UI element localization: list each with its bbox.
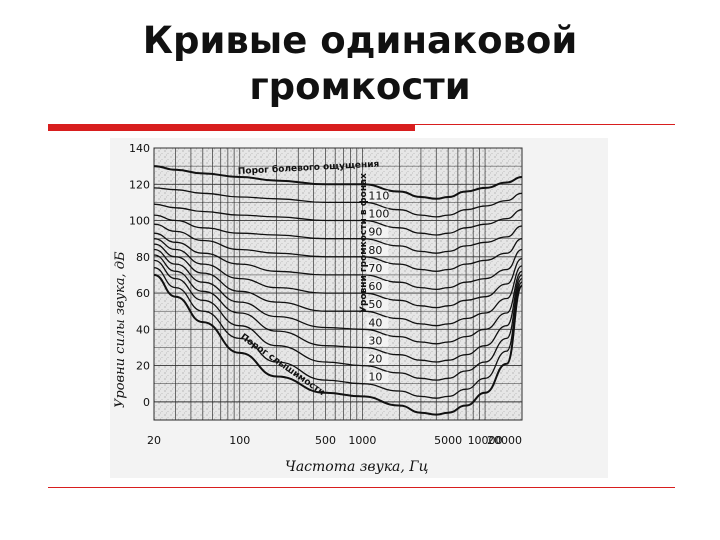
x-tick-label: 500 bbox=[315, 434, 336, 447]
loudness-curve bbox=[153, 248, 523, 345]
phon-label: 70 bbox=[368, 262, 382, 275]
phon-label: 30 bbox=[368, 334, 382, 347]
loudness-curve bbox=[153, 165, 523, 200]
phon-label: 100 bbox=[368, 208, 389, 221]
loudness-curve bbox=[153, 259, 523, 381]
phon-label: 90 bbox=[368, 226, 382, 239]
phon-label-bg bbox=[366, 335, 389, 347]
curves bbox=[153, 165, 523, 416]
loudness-curve bbox=[153, 238, 523, 309]
loudness-curve bbox=[153, 187, 523, 218]
phon-label-bg bbox=[366, 244, 389, 256]
x-tick-label: 5000 bbox=[434, 434, 462, 447]
phon-label: 40 bbox=[368, 316, 382, 329]
y-tick-label: 140 bbox=[129, 142, 150, 155]
phon-label-bg bbox=[366, 262, 389, 274]
y-tick-label: 40 bbox=[136, 323, 150, 336]
phon-axis-label: Уровни громкости в фонах bbox=[359, 173, 369, 313]
phon-label-bg bbox=[366, 299, 389, 311]
plot-area bbox=[153, 147, 523, 421]
loudness-curve bbox=[153, 232, 523, 291]
x-axis-label: Частота звука, Гц bbox=[285, 459, 428, 475]
x-tick-label: 20000 bbox=[487, 434, 522, 447]
phon-label-bg bbox=[366, 208, 389, 220]
x-tick-label: 100 bbox=[229, 434, 250, 447]
phon-label-bg bbox=[366, 353, 389, 365]
chart-card: 110 100 90 80 70 60 50 40 30 20 10 0 20 40 60 80 100 120 1… bbox=[110, 138, 608, 478]
y-tick-label: 80 bbox=[136, 251, 150, 264]
phon-label-bg bbox=[366, 371, 389, 383]
loudness-curve bbox=[153, 203, 523, 236]
loudness-curve bbox=[153, 214, 523, 254]
loudness-curve bbox=[153, 223, 523, 272]
loudness-curve bbox=[153, 254, 523, 363]
phon-label-bg bbox=[366, 190, 389, 202]
y-tick-label: 120 bbox=[129, 178, 150, 191]
phon-label: 10 bbox=[368, 371, 382, 384]
phon-label-bg bbox=[366, 226, 389, 238]
y-tick-label: 100 bbox=[129, 215, 150, 228]
phon-label: 20 bbox=[368, 353, 382, 366]
top-accent-bar bbox=[48, 124, 415, 131]
slide-title: Кривые одинаковой громкости bbox=[60, 18, 660, 110]
y-tick-label: 20 bbox=[136, 360, 150, 373]
x-tick-label: 20 bbox=[147, 434, 161, 447]
phon-label: 50 bbox=[368, 298, 382, 311]
y-tick-label: 0 bbox=[143, 396, 150, 409]
y-axis-label: Уровни силы звука, дБ bbox=[113, 251, 128, 408]
slide-title-line-1: Кривые одинаковой bbox=[142, 19, 578, 62]
x-tick-label: 1000 bbox=[348, 434, 376, 447]
x-tick-label: 10000 bbox=[468, 434, 503, 447]
loudness-curve bbox=[153, 243, 523, 327]
phon-label-bg bbox=[366, 317, 389, 329]
slide-title-line-2: громкости bbox=[249, 65, 471, 108]
loudness-curve bbox=[153, 267, 523, 399]
phon-label: 60 bbox=[368, 280, 382, 293]
tick-labels: 1101009080706050403020100204060801001201… bbox=[129, 142, 522, 447]
phon-label-bg bbox=[366, 281, 389, 293]
bottom-divider-line bbox=[48, 487, 675, 488]
phon-label: 80 bbox=[368, 244, 382, 257]
y-tick-label: 60 bbox=[136, 287, 150, 300]
equal-loudness-chart: 1101009080706050403020100204060801001201… bbox=[113, 142, 523, 475]
loudness-curve bbox=[153, 273, 523, 416]
phon-label: 110 bbox=[368, 189, 389, 202]
